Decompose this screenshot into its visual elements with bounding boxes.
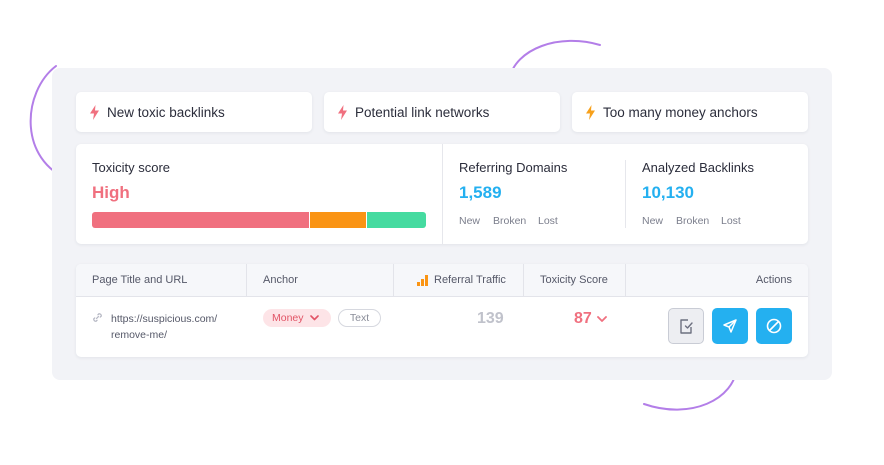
referral-traffic-value: 139 <box>477 310 504 327</box>
divider <box>442 144 443 244</box>
block-icon <box>766 318 782 334</box>
alert-too-many-money-anchors[interactable]: Too many money anchors <box>572 92 808 132</box>
analyzed-backlinks-value[interactable]: 10,130 <box>642 183 694 202</box>
referring-lost-link[interactable]: Lost <box>538 215 558 227</box>
toxicity-score-dropdown[interactable]: 87 <box>574 310 607 328</box>
lightning-icon <box>586 104 595 120</box>
referring-domains-label: Referring Domains <box>459 160 568 175</box>
divider <box>625 160 626 228</box>
column-separator <box>625 264 626 297</box>
analyzed-lost-link[interactable]: Lost <box>721 215 741 227</box>
toxicity-score-value: High <box>92 183 130 202</box>
toxicity-bar <box>92 212 426 228</box>
block-button[interactable] <box>756 308 792 344</box>
url-line-1: https://suspicious.com/ <box>111 313 218 325</box>
analyzed-new-link[interactable]: New <box>642 215 664 227</box>
anchor-text-tag[interactable]: Text <box>338 309 381 327</box>
alert-potential-link-networks[interactable]: Potential link networks <box>324 92 560 132</box>
send-icon <box>723 319 737 333</box>
url-line-2: remove-me/ <box>111 329 168 341</box>
link-icon <box>93 313 102 322</box>
stats-card: Toxicity score High Referring Domains 1,… <box>76 144 808 244</box>
toxicity-bar-segment <box>365 212 426 228</box>
toxicity-score-label: Toxicity score <box>92 160 171 175</box>
lightning-icon <box>338 104 347 120</box>
anchor-money-tag[interactable]: Money <box>263 309 331 327</box>
toxicity-score-cell: 87 <box>574 310 592 327</box>
col-page-title-url[interactable]: Page Title and URL <box>92 274 188 286</box>
alert-new-toxic-backlinks[interactable]: New toxic backlinks <box>76 92 312 132</box>
traffic-bars-icon <box>417 275 428 286</box>
referring-domains-value[interactable]: 1,589 <box>459 183 502 202</box>
anchor-tag-label: Money <box>272 312 304 324</box>
column-separator <box>393 264 394 297</box>
toxicity-bar-segment <box>309 212 366 228</box>
export-button[interactable] <box>668 308 704 344</box>
col-actions: Actions <box>755 274 792 286</box>
lightning-icon <box>90 104 99 120</box>
column-separator <box>246 264 247 297</box>
analyzed-broken-link[interactable]: Broken <box>676 215 710 227</box>
document-check-icon <box>680 318 693 334</box>
backlinks-table: Page Title and URL Anchor Referral Traff… <box>76 264 808 357</box>
chevron-down-icon <box>309 315 319 321</box>
col-toxicity-score[interactable]: Toxicity Score <box>540 274 608 286</box>
toxicity-bar-segment <box>92 212 310 228</box>
alert-label: Potential link networks <box>355 104 490 120</box>
column-separator <box>523 264 524 297</box>
page-url[interactable]: https://suspicious.com/ remove-me/ <box>111 311 241 343</box>
chevron-down-icon <box>596 315 607 322</box>
referring-new-link[interactable]: New <box>459 215 481 227</box>
alert-label: New toxic backlinks <box>107 104 225 120</box>
col-referral-traffic[interactable]: Referral Traffic <box>434 274 506 286</box>
analyzed-backlinks-label: Analyzed Backlinks <box>642 160 754 175</box>
table-header: Page Title and URL Anchor Referral Traff… <box>76 264 808 297</box>
referring-broken-link[interactable]: Broken <box>493 215 527 227</box>
send-button[interactable] <box>712 308 748 344</box>
alert-label: Too many money anchors <box>603 104 758 120</box>
col-anchor[interactable]: Anchor <box>263 274 298 286</box>
